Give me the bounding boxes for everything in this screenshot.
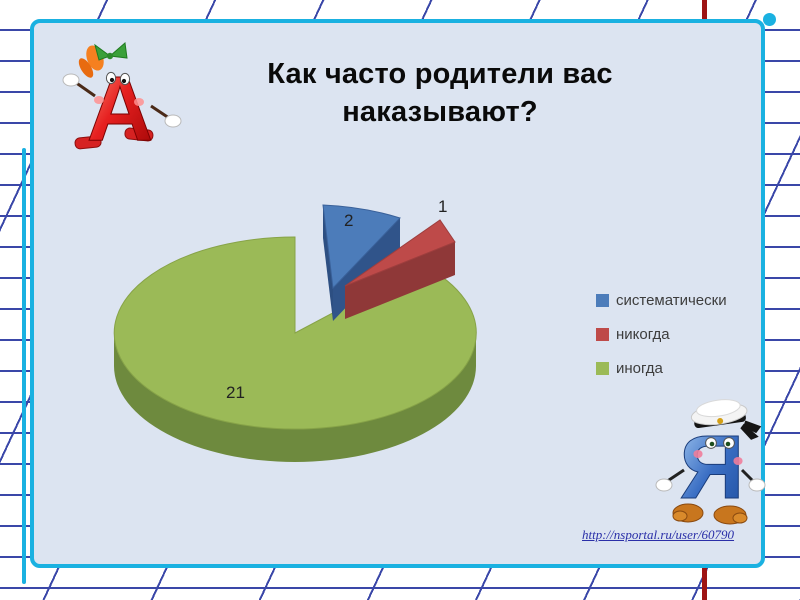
pie-data-label-red: 1 — [438, 197, 447, 216]
sailor-cap-icon — [690, 399, 762, 440]
chart-legend: систематически никогда иногда — [596, 292, 727, 377]
legend-label: систематически — [616, 292, 727, 309]
mascot-ya-boots — [672, 503, 748, 525]
slide-title: Как часто родители вас наказывают? — [267, 58, 613, 128]
corner-dot — [763, 13, 776, 26]
letter-ya-mascot: Я — [655, 399, 766, 525]
legend-label: иногда — [616, 360, 663, 377]
mascot-a-face — [94, 71, 144, 106]
mascot-a-arms — [62, 73, 182, 128]
pie-data-label-blue: 2 — [344, 211, 353, 230]
pie-slice-green-side — [114, 333, 476, 462]
pie-slice-red-side — [345, 242, 455, 319]
legend-item-sistematicheski: систематически — [596, 292, 727, 309]
pie-chart: 2 1 21 — [113, 197, 477, 462]
pie-slice-blue — [322, 204, 401, 290]
pie-data-label-green: 21 — [226, 383, 245, 402]
mascot-ya-glyph: Я — [680, 418, 745, 518]
left-accent-line — [22, 148, 26, 584]
green-bow-icon — [94, 42, 128, 61]
legend-swatch-blue — [596, 294, 609, 307]
pie-slice-red — [344, 219, 456, 287]
mascot-a-glyph: А — [87, 58, 153, 158]
mascot-ya-face — [693, 437, 743, 465]
legend-item-inogda: иногда — [596, 360, 727, 377]
legend-item-nikogda: никогда — [596, 326, 727, 343]
legend-label: никогда — [616, 326, 670, 343]
pie-slice-blue-side-left — [323, 205, 333, 321]
mascot-ya-arms — [655, 468, 766, 492]
nsportal-link[interactable]: http://nsportal.ru/user/60790 — [582, 527, 735, 542]
legend-swatch-green — [596, 362, 609, 375]
legend-swatch-red — [596, 328, 609, 341]
letter-a-mascot: А — [62, 42, 182, 158]
mascot-a-shoes — [74, 127, 154, 150]
